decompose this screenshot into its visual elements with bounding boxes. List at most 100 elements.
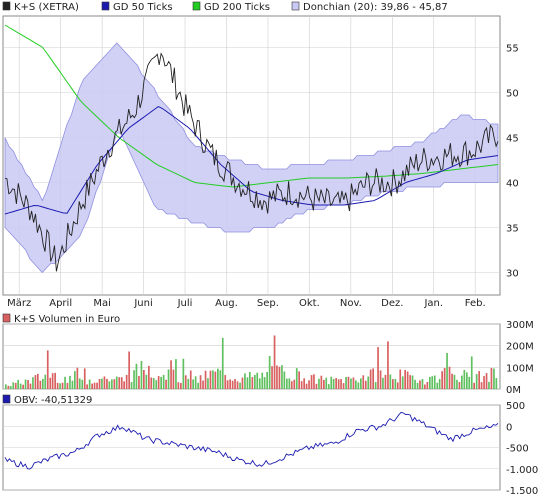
volume-bar	[249, 372, 251, 389]
volume-bar	[394, 379, 397, 389]
volume-bar	[303, 378, 305, 389]
volume-bar	[101, 378, 103, 389]
volume-bar	[138, 376, 140, 389]
volume-bar	[231, 380, 234, 389]
volume-bar	[93, 382, 96, 389]
volume-bar	[241, 377, 244, 389]
volume-bar	[187, 378, 190, 389]
volume-bar	[441, 371, 443, 389]
volume-bar	[244, 373, 246, 389]
volume-bar	[37, 373, 39, 389]
volume-bar	[111, 379, 113, 389]
volume-bar	[239, 382, 241, 389]
price-y-tick-label: 50	[506, 89, 519, 100]
volume-bar	[229, 379, 231, 389]
volume-bar	[24, 379, 27, 389]
volume-bar	[118, 377, 121, 389]
volume-bar	[470, 356, 473, 389]
volume-bar	[221, 337, 224, 389]
volume-bar	[493, 368, 495, 389]
volume-bar	[160, 376, 162, 389]
volume-y-tick-label: 100M	[506, 363, 534, 374]
volume-bar	[411, 375, 414, 389]
volume-bar	[234, 379, 236, 389]
volume-bar	[399, 369, 402, 389]
volume-bar	[157, 376, 160, 389]
volume-bar	[66, 382, 69, 389]
volume-bar	[488, 381, 490, 389]
volume-bar	[433, 375, 436, 389]
volume-bar	[224, 375, 227, 389]
volume-bar	[286, 378, 288, 389]
price-y-tick-label: 55	[506, 44, 519, 55]
volume-bar	[7, 385, 10, 389]
volume-bar	[209, 370, 212, 389]
volume-bar	[446, 353, 448, 389]
volume-bar	[426, 382, 429, 389]
obv-y-tick-label: 0	[506, 422, 512, 433]
legend-swatch	[192, 1, 201, 11]
volume-title: K+S Volumen in Euro	[14, 314, 120, 325]
volume-bar	[226, 380, 229, 389]
obv-y-tick-label: -1.500	[506, 486, 538, 496]
volume-bar	[473, 382, 475, 389]
volume-y-tick-label: 0M	[506, 385, 521, 396]
volume-bar	[113, 379, 116, 389]
volume-bar	[207, 378, 209, 389]
volume-bar	[123, 381, 125, 389]
volume-bar	[64, 376, 66, 389]
volume-bar	[421, 379, 424, 389]
volume-bar	[150, 377, 153, 389]
volume-bar	[406, 371, 409, 389]
volume-bar	[480, 382, 483, 389]
volume-bar	[362, 375, 365, 389]
volume-bar	[155, 380, 158, 389]
volume-bar	[22, 384, 24, 389]
volume-bar	[372, 368, 374, 389]
volume-bar	[490, 368, 493, 389]
volume-bar	[96, 382, 98, 389]
volume-bar	[374, 382, 377, 389]
volume-bar	[98, 379, 101, 389]
volume-bar	[367, 376, 370, 389]
volume-bar	[387, 341, 389, 389]
volume-bar	[347, 376, 350, 389]
volume-bar	[369, 369, 372, 389]
volume-bar	[313, 374, 315, 389]
volume-bar	[143, 370, 145, 389]
volume-bar	[451, 373, 453, 389]
volume-bar	[456, 379, 458, 389]
volume-bar	[256, 372, 259, 389]
volume-bar	[74, 371, 76, 389]
volume-bar	[340, 379, 342, 389]
obv-title: OBV: -40,51329	[14, 395, 92, 406]
volume-bar	[61, 382, 64, 389]
volume-bar	[379, 370, 382, 389]
price-panel: 55 50 45 40 35 30	[2, 15, 519, 296]
price-y-tick-label: 45	[506, 134, 519, 145]
volume-bar	[468, 376, 471, 389]
volume-bar	[88, 379, 91, 389]
volume-bar	[115, 376, 118, 389]
volume-bar	[298, 371, 300, 389]
volume-bar	[125, 374, 128, 389]
volume-bar	[310, 375, 313, 389]
volume-bar	[140, 361, 143, 389]
volume-bar	[44, 374, 47, 389]
volume-bar	[199, 375, 202, 389]
month-tick-label: Feb.	[465, 298, 486, 309]
volume-bar	[59, 383, 61, 389]
volume-bar	[448, 366, 451, 389]
volume-bar	[300, 381, 303, 389]
volume-bar	[419, 380, 421, 389]
volume-bar	[352, 377, 355, 389]
volume-bar	[436, 382, 439, 389]
volume-bar	[69, 375, 71, 389]
month-tick-label: Jan.	[423, 298, 443, 309]
volume-bar	[495, 378, 498, 389]
volume-bar	[5, 384, 7, 389]
legend-swatch	[101, 1, 110, 11]
volume-bar	[335, 378, 337, 389]
